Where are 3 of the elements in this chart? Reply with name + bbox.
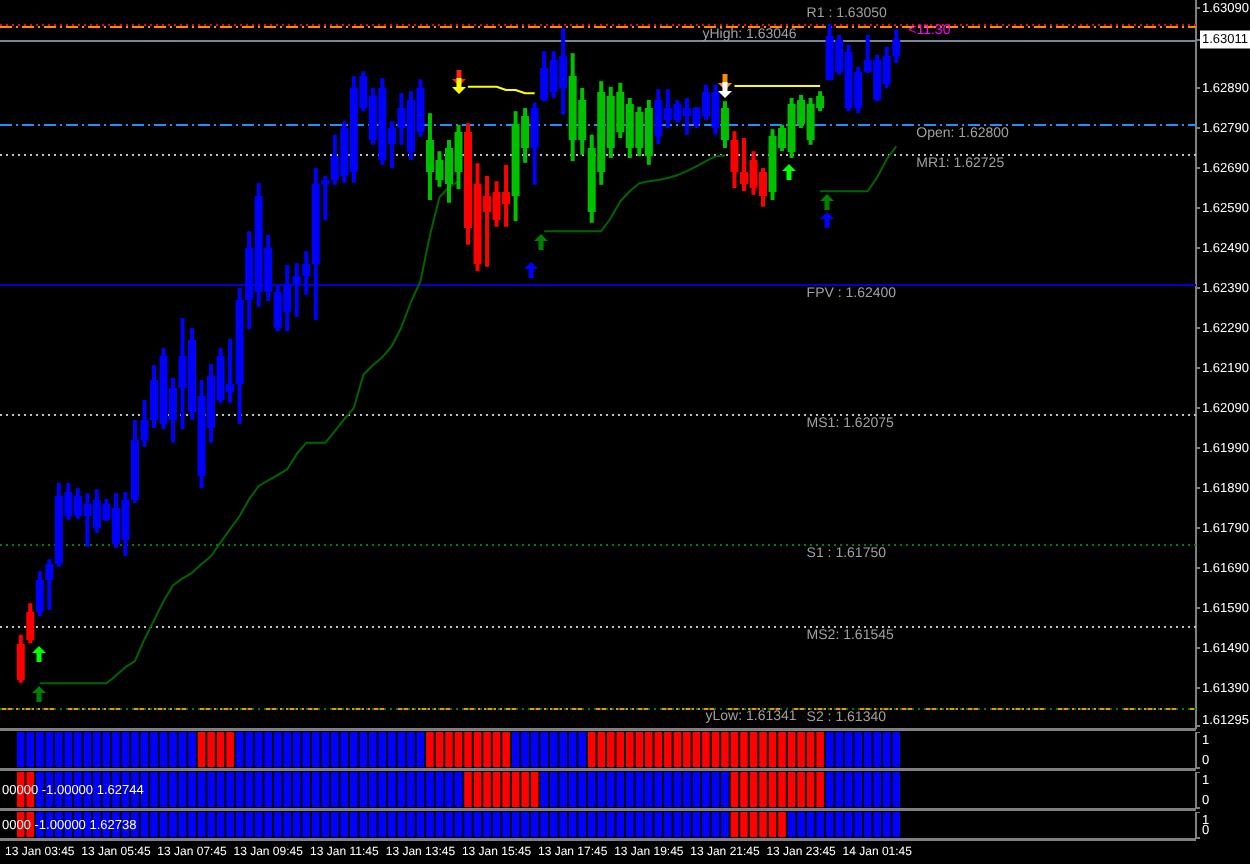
candlestick	[530, 100, 539, 187]
candlestick	[720, 99, 729, 150]
candlestick	[730, 129, 739, 190]
